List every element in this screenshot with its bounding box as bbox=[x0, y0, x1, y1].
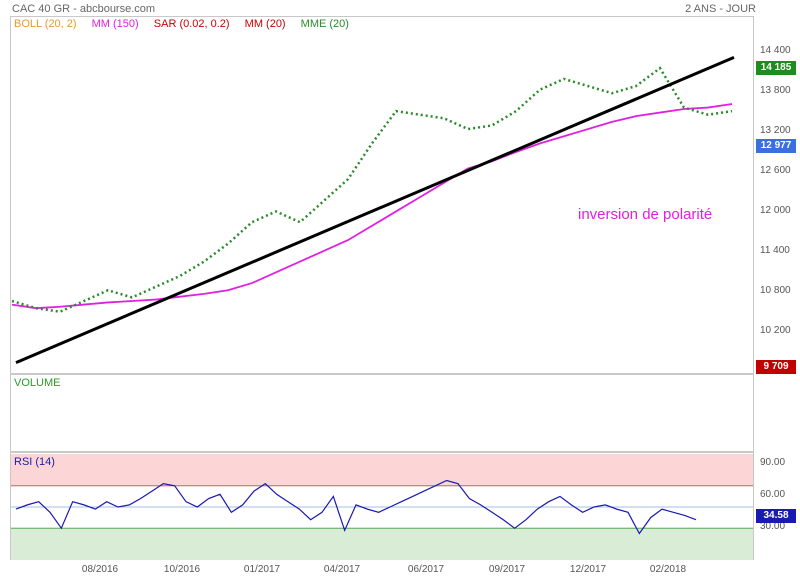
rsi-label: RSI (14) bbox=[14, 456, 55, 468]
rsi-tick: 30.00 bbox=[760, 521, 786, 532]
date-tick: 04/2017 bbox=[323, 564, 361, 575]
date-tick: 10/2016 bbox=[163, 564, 201, 575]
last-price-badge: 12 977 bbox=[756, 139, 796, 153]
price-tick: 14 400 bbox=[760, 45, 791, 56]
price-panel bbox=[10, 16, 754, 374]
price-low-badge: 9 709 bbox=[756, 360, 796, 374]
rsi-overbought-zone bbox=[11, 454, 753, 486]
series-line-0 bbox=[11, 103, 733, 310]
rsi-oversold-zone bbox=[11, 528, 753, 560]
date-tick: 09/2017 bbox=[488, 564, 526, 575]
price-high-badge: 14 185 bbox=[756, 61, 796, 75]
annotation-text: inversion de polarité bbox=[578, 206, 713, 223]
date-tick: 06/2017 bbox=[407, 564, 445, 575]
legend-mme20: MME (20) bbox=[300, 18, 349, 30]
rsi-tick: 60.00 bbox=[760, 489, 786, 500]
series-line-1 bbox=[11, 66, 733, 314]
legend-mm150: MM (150) bbox=[91, 18, 139, 30]
chart-title: CAC 40 GR - abcbourse.com bbox=[12, 3, 156, 15]
volume-panel bbox=[10, 374, 754, 452]
rsi-value-badge: 34.58 bbox=[756, 509, 796, 523]
legend-mm20: MM (20) bbox=[244, 18, 286, 30]
legend-sar: SAR (0.02, 0.2) bbox=[153, 18, 230, 30]
price-tick: 10 200 bbox=[760, 325, 791, 336]
rsi-tick: 90.00 bbox=[760, 457, 786, 468]
price-tick: 13 200 bbox=[760, 125, 791, 136]
price-tick: 10 800 bbox=[760, 285, 791, 296]
legend-boll: BOLL (20, 2) bbox=[14, 18, 77, 30]
rsi-line bbox=[15, 479, 697, 535]
series-line-2 bbox=[15, 56, 735, 364]
period-label[interactable]: 2 ANS - JOUR bbox=[685, 3, 756, 15]
date-tick: 02/2018 bbox=[649, 564, 687, 575]
price-tick: 11 400 bbox=[760, 245, 790, 256]
price-tick: 12 000 bbox=[760, 205, 791, 216]
date-tick: 12/2017 bbox=[569, 564, 607, 575]
volume-label: VOLUME bbox=[14, 377, 61, 389]
price-tick: 13 800 bbox=[760, 85, 791, 96]
price-tick: 12 600 bbox=[760, 165, 791, 176]
chart-legend: BOLL (20, 2) MM (150) SAR (0.02, 0.2) MM… bbox=[14, 18, 361, 30]
date-tick: 08/2016 bbox=[81, 564, 119, 575]
date-tick: 01/2017 bbox=[243, 564, 281, 575]
